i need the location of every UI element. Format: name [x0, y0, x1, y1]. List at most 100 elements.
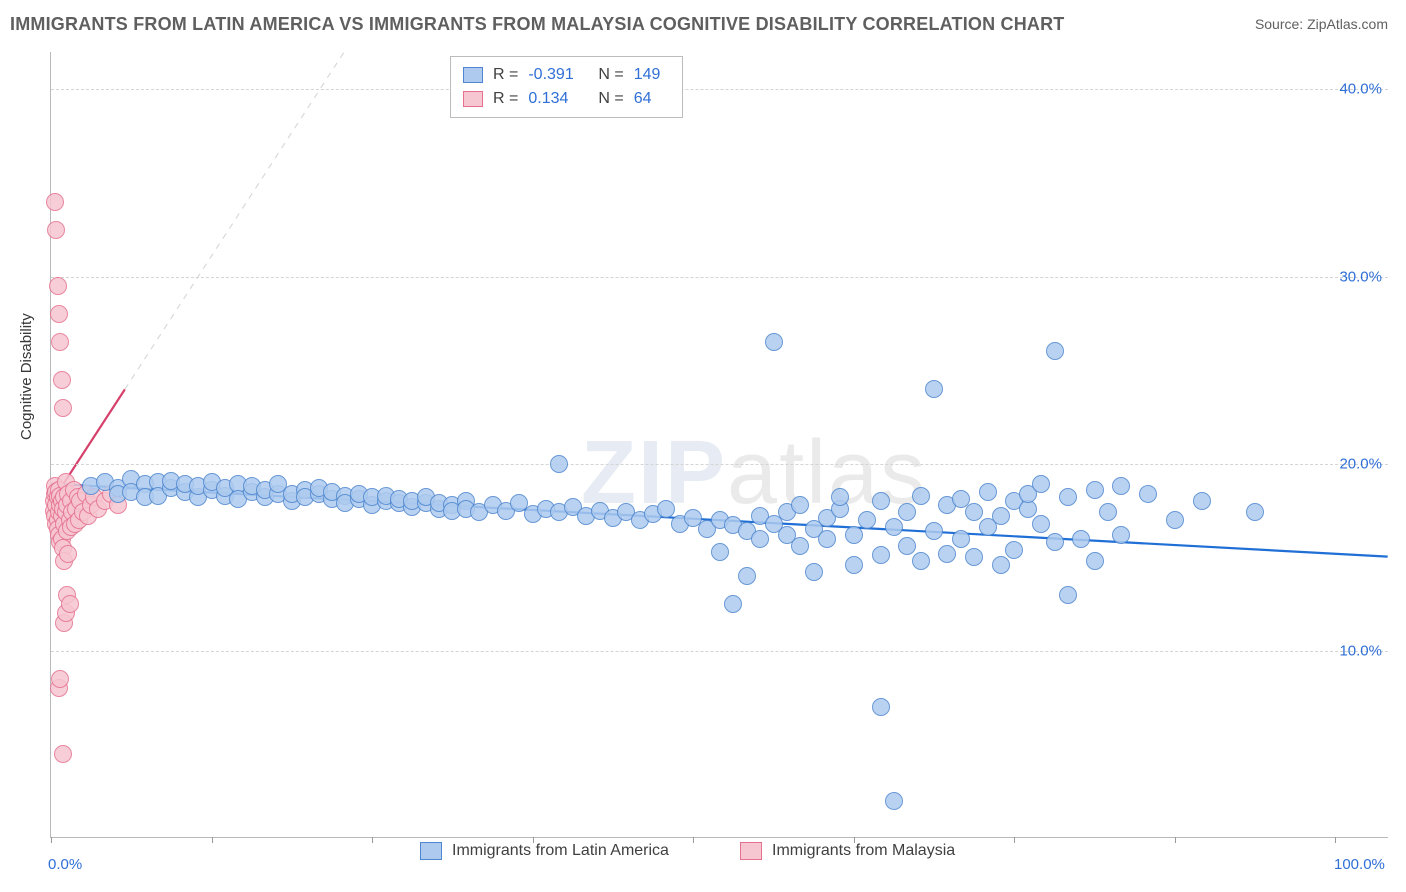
plot-area: ZIPatlas 10.0%20.0%30.0%40.0%	[50, 52, 1388, 838]
stats-row: R =-0.391N =149	[463, 63, 670, 87]
legend-swatch	[420, 842, 442, 860]
gridline-h	[51, 89, 1388, 90]
data-point	[1246, 503, 1264, 521]
data-point	[1032, 475, 1050, 493]
gridline-h	[51, 464, 1388, 465]
data-point	[1099, 503, 1117, 521]
stat-n-label: N =	[598, 90, 623, 108]
data-point	[1139, 485, 1157, 503]
stat-r-label: R =	[493, 66, 518, 84]
x-tick	[1335, 837, 1336, 843]
data-point	[1046, 533, 1064, 551]
data-point	[1112, 477, 1130, 495]
data-point	[898, 503, 916, 521]
data-point	[51, 670, 69, 688]
data-point	[925, 522, 943, 540]
data-point	[858, 511, 876, 529]
stats-legend: R =-0.391N =149R =0.134N =64	[450, 56, 683, 118]
gridline-h	[51, 277, 1388, 278]
data-point	[965, 503, 983, 521]
data-point	[805, 563, 823, 581]
x-tick	[212, 837, 213, 843]
data-point	[912, 487, 930, 505]
y-tick-label: 40.0%	[1339, 81, 1382, 98]
trend-lines-layer	[51, 52, 1388, 837]
data-point	[53, 371, 71, 389]
legend-label: Immigrants from Malaysia	[772, 842, 955, 860]
data-point	[872, 492, 890, 510]
x-tick	[51, 837, 52, 843]
data-point	[845, 526, 863, 544]
stat-n-label: N =	[598, 66, 623, 84]
data-point	[885, 792, 903, 810]
data-point	[49, 277, 67, 295]
data-point	[1086, 481, 1104, 499]
data-point	[845, 556, 863, 574]
data-point	[54, 745, 72, 763]
source-label: Source: ZipAtlas.com	[1255, 16, 1388, 32]
data-point	[1005, 541, 1023, 559]
stat-r-value: 0.134	[528, 90, 588, 108]
x-tick	[1175, 837, 1176, 843]
data-point	[61, 595, 79, 613]
data-point	[54, 399, 72, 417]
gridline-h	[51, 651, 1388, 652]
data-point	[50, 305, 68, 323]
data-point	[912, 552, 930, 570]
y-axis-label: Cognitive Disability	[18, 313, 35, 440]
data-point	[872, 546, 890, 564]
x-tick	[372, 837, 373, 843]
data-point	[1046, 342, 1064, 360]
data-point	[1032, 515, 1050, 533]
data-point	[791, 496, 809, 514]
data-point	[1166, 511, 1184, 529]
x-tick	[1014, 837, 1015, 843]
data-point	[791, 537, 809, 555]
data-point	[992, 507, 1010, 525]
data-point	[925, 380, 943, 398]
data-point	[751, 530, 769, 548]
data-point	[898, 537, 916, 555]
x-axis-min-label: 0.0%	[48, 856, 82, 873]
data-point	[657, 500, 675, 518]
data-point	[765, 333, 783, 351]
data-point	[711, 543, 729, 561]
data-point	[550, 455, 568, 473]
data-point	[738, 567, 756, 585]
data-point	[1059, 586, 1077, 604]
data-point	[1086, 552, 1104, 570]
data-point	[47, 221, 65, 239]
data-point	[1193, 492, 1211, 510]
data-point	[831, 488, 849, 506]
y-tick-label: 10.0%	[1339, 642, 1382, 659]
stats-row: R = 0.134 N = 64	[463, 87, 670, 111]
x-axis-max-label: 100.0%	[1334, 856, 1385, 873]
data-point	[938, 545, 956, 563]
data-point	[979, 483, 997, 501]
legend-label: Immigrants from Latin America	[452, 842, 669, 860]
chart-title: IMMIGRANTS FROM LATIN AMERICA VS IMMIGRA…	[10, 14, 1065, 35]
data-point	[952, 530, 970, 548]
bottom-legend-series-1: Immigrants from Latin America	[420, 842, 669, 860]
data-point	[818, 530, 836, 548]
stat-r-label: R =	[493, 90, 518, 108]
data-point	[1072, 530, 1090, 548]
legend-swatch	[463, 91, 483, 107]
legend-swatch	[740, 842, 762, 860]
y-tick-label: 20.0%	[1339, 455, 1382, 472]
x-tick	[693, 837, 694, 843]
data-point	[885, 518, 903, 536]
data-point	[51, 333, 69, 351]
bottom-legend-series-2: Immigrants from Malaysia	[740, 842, 955, 860]
data-point	[59, 545, 77, 563]
y-tick-label: 30.0%	[1339, 268, 1382, 285]
data-point	[872, 698, 890, 716]
stat-n-value: 64	[634, 90, 670, 108]
data-point	[992, 556, 1010, 574]
data-point	[1112, 526, 1130, 544]
data-point	[965, 548, 983, 566]
data-point	[46, 193, 64, 211]
legend-swatch	[463, 67, 483, 83]
stat-n-value: 149	[634, 66, 670, 84]
data-point	[1059, 488, 1077, 506]
